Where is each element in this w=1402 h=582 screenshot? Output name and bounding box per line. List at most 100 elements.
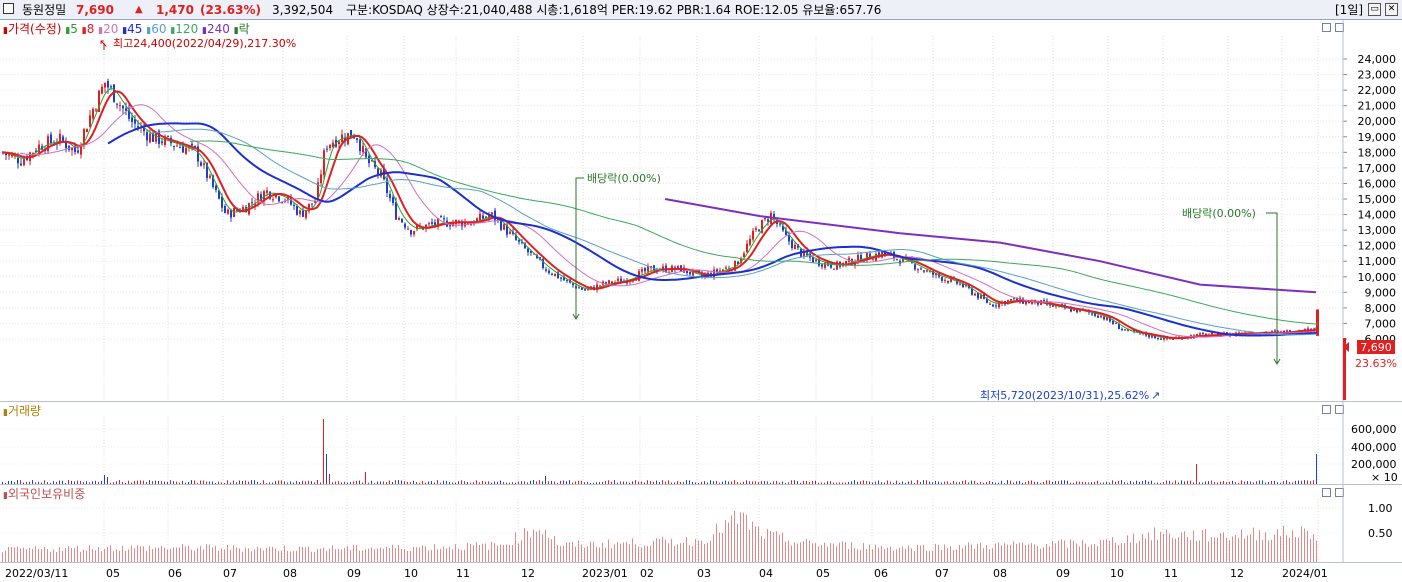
foreign-bar bbox=[1241, 529, 1242, 562]
volume-bar bbox=[272, 482, 273, 484]
volume-bar bbox=[164, 481, 165, 484]
foreign-bar bbox=[152, 549, 153, 562]
foreign-chart[interactable]: 1.00 0.50 bbox=[0, 485, 1402, 562]
foreign-bar bbox=[872, 549, 873, 562]
foreign-bar bbox=[266, 547, 267, 562]
volume-bar bbox=[362, 482, 363, 484]
maximize-button[interactable]: ▭ bbox=[1368, 3, 1381, 16]
close-button[interactable]: ✕ bbox=[1385, 3, 1398, 16]
foreign-bar bbox=[437, 549, 438, 562]
foreign-bar bbox=[89, 545, 90, 562]
foreign-bar bbox=[596, 546, 597, 562]
foreign-bar bbox=[305, 547, 306, 562]
foreign-bar bbox=[347, 546, 348, 562]
volume-bar bbox=[1238, 482, 1239, 484]
volume-bar bbox=[1307, 480, 1308, 484]
volume-bar bbox=[440, 482, 441, 484]
price-tag-value: 7,690 bbox=[1360, 341, 1392, 354]
foreign-bar bbox=[197, 548, 198, 562]
x-axis-label: 2024/01 bbox=[1282, 567, 1328, 580]
volume-bar bbox=[815, 480, 816, 484]
foreign-bar bbox=[1181, 532, 1182, 562]
foreign-bar bbox=[20, 548, 21, 562]
foreign-bar bbox=[140, 546, 141, 562]
volume-bar bbox=[1109, 482, 1110, 484]
foreign-bar bbox=[794, 542, 795, 562]
candle bbox=[1199, 333, 1201, 335]
volume-bar bbox=[92, 481, 93, 484]
foreign-bar bbox=[1010, 544, 1011, 562]
candle bbox=[794, 244, 796, 250]
foreign-bar bbox=[638, 546, 639, 562]
foreign-bar bbox=[170, 549, 171, 562]
candle bbox=[572, 283, 574, 286]
foreign-bar bbox=[980, 543, 981, 562]
volume-bar bbox=[587, 481, 588, 484]
volume-bar bbox=[77, 480, 78, 484]
foreign-bar bbox=[35, 546, 36, 562]
candle bbox=[863, 261, 865, 263]
foreign-bar bbox=[230, 549, 231, 562]
candle bbox=[488, 215, 490, 218]
volume-bar bbox=[107, 477, 108, 484]
volume-bar bbox=[554, 481, 555, 484]
candle bbox=[752, 230, 754, 240]
volume-bar bbox=[1043, 481, 1044, 484]
foreign-bar bbox=[1094, 544, 1095, 562]
period-selector[interactable]: [1일] bbox=[1335, 3, 1364, 17]
candle bbox=[749, 238, 751, 245]
foreign-bar bbox=[941, 549, 942, 562]
volume-bar bbox=[590, 482, 591, 484]
dividend-marker-1: 배당락(0.00%) bbox=[572, 172, 661, 320]
candle bbox=[815, 259, 817, 262]
foreign-bar bbox=[878, 547, 879, 562]
candle bbox=[173, 145, 175, 147]
volume-bar bbox=[200, 480, 201, 484]
foreign-bar bbox=[95, 550, 96, 562]
volume-bar bbox=[317, 480, 318, 484]
candle bbox=[233, 207, 235, 218]
volume-bar bbox=[512, 482, 513, 484]
foreign-bar bbox=[269, 546, 270, 562]
candle bbox=[971, 288, 973, 295]
foreign-bar bbox=[773, 532, 774, 562]
volume-chart[interactable]: 600,000 400,000 200,000 × 10 bbox=[0, 402, 1402, 484]
foreign-bar bbox=[239, 548, 240, 562]
volume-bar bbox=[1151, 480, 1152, 484]
volume-bar bbox=[950, 482, 951, 484]
price-chart[interactable]: 24,000 23,000 22,000 21,000 20,000 19,000 18,0… bbox=[0, 20, 1402, 402]
candle bbox=[563, 277, 565, 281]
volume-bar bbox=[1175, 480, 1176, 484]
foreign-bar bbox=[680, 543, 681, 562]
volume-bar bbox=[839, 482, 840, 484]
foreign-bar bbox=[716, 523, 717, 562]
foreign-minimize-icon[interactable] bbox=[1322, 488, 1331, 497]
foreign-bar bbox=[1256, 540, 1257, 562]
foreign-bar bbox=[746, 514, 747, 562]
volume-bar bbox=[17, 480, 18, 484]
foreign-bar bbox=[299, 546, 300, 562]
foreign-bar bbox=[611, 548, 612, 562]
checkbox-icon[interactable] bbox=[3, 3, 14, 14]
foreign-bar bbox=[287, 550, 288, 562]
volume-legend: ▮거래량 bbox=[3, 404, 42, 418]
volume-bar bbox=[842, 482, 843, 484]
volume-minimize-icon[interactable] bbox=[1322, 405, 1331, 414]
x-axis-label: 07 bbox=[223, 567, 237, 580]
volume-bar bbox=[467, 481, 468, 484]
dividend-label-1: 배당락(0.00%) bbox=[587, 172, 661, 185]
pane-minimize-icon[interactable] bbox=[1322, 23, 1331, 32]
candle bbox=[119, 105, 121, 107]
foreign-bar bbox=[188, 545, 189, 562]
foreign-bar bbox=[1100, 539, 1101, 562]
foreign-bar bbox=[194, 550, 195, 562]
foreign-bar bbox=[257, 546, 258, 562]
volume-bar bbox=[551, 480, 552, 484]
foreign-bar bbox=[272, 546, 273, 562]
stock-name[interactable]: 동원정밀 bbox=[22, 3, 67, 17]
foreign-bar bbox=[590, 541, 591, 562]
candle bbox=[1211, 332, 1213, 335]
foreign-bar bbox=[551, 539, 552, 562]
price-y-tick: 21,000 bbox=[1358, 100, 1397, 113]
foreign-bar bbox=[359, 550, 360, 562]
